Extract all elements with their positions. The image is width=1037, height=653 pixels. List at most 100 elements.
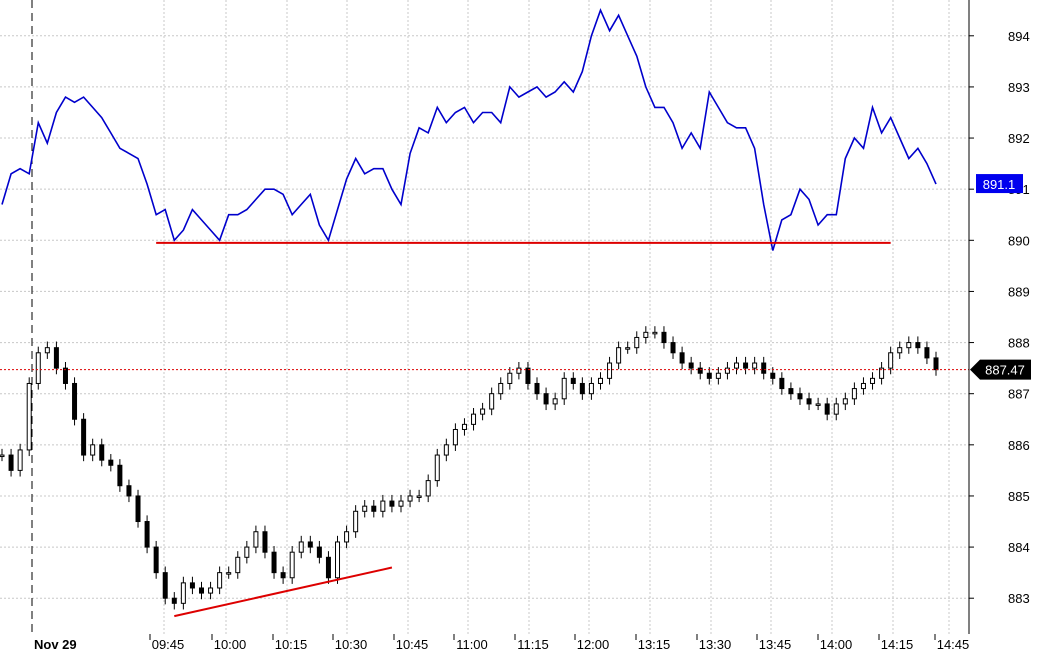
ohlc-bar: [298, 535, 304, 559]
ohlc-bar: [271, 546, 277, 579]
ohlc-bar: [788, 382, 794, 400]
ohlc-bar: [144, 515, 150, 554]
ohlc-bar: [625, 341, 631, 354]
y-tick-label: 883: [1008, 591, 1030, 606]
ohlc-bar: [489, 387, 495, 416]
y-tick-label: 889: [1008, 284, 1030, 299]
ohlc-bar: [280, 566, 286, 584]
x-tick-label: 11:15: [517, 637, 549, 652]
ohlc-bar: [289, 546, 295, 584]
ohlc-bar: [525, 361, 531, 390]
x-tick-label: 11:00: [456, 637, 488, 652]
annotations: [0, 241, 969, 618]
ohlc-bar: [198, 581, 204, 600]
ohlc-bar: [461, 418, 467, 436]
ohlc-bar: [416, 489, 422, 503]
ohlc-bar: [543, 387, 549, 411]
ohlc-bar: [108, 454, 114, 472]
ohlc-bar: [679, 346, 685, 370]
y-axis-ticks: 883884885886887888889890891892893894: [969, 29, 1030, 606]
ohlc-bar: [389, 494, 395, 513]
x-tick-label: 10:15: [275, 637, 308, 652]
line-last-value-label: 891.1: [976, 174, 1023, 194]
ohlc-bar: [570, 372, 576, 390]
ohlc-bar: [380, 494, 386, 518]
ohlc-bar: [162, 566, 168, 605]
x-tick-label: 13:30: [699, 637, 732, 652]
svg-text:891.1: 891.1: [983, 177, 1016, 192]
ohlc-bar: [797, 387, 803, 405]
ohlc-bar: [443, 438, 449, 462]
ohlc-bar: [480, 402, 486, 421]
ohlc-bar: [17, 443, 23, 477]
ohlc-bar: [688, 356, 694, 375]
ohlc-bar: [72, 377, 78, 426]
ohlc-bar: [117, 459, 123, 492]
ohlc-bar: [371, 500, 377, 518]
ohlc-bar: [226, 566, 232, 579]
ohlc-bar: [734, 356, 740, 375]
y-tick-label: 892: [1008, 131, 1030, 146]
ohlc-bar: [353, 505, 359, 538]
ohlc-bar: [761, 356, 767, 380]
ohlc-bar: [752, 356, 758, 375]
y-tick-label: 885: [1008, 489, 1030, 504]
ohlc-bar: [842, 392, 848, 411]
ohlc-bar: [398, 494, 404, 513]
x-tick-label: 12:00: [577, 637, 610, 652]
ohlc-bar: [815, 397, 821, 411]
x-tick-label: 14:45: [937, 637, 970, 652]
ohlc-bar: [661, 326, 667, 349]
grid-lines: [0, 0, 969, 634]
ohlc-bar: [253, 525, 259, 554]
ohlc-bar: [126, 479, 132, 503]
ohlc-bar: [335, 535, 341, 584]
ohlc-bar: [552, 392, 558, 411]
ohlc-bar: [870, 372, 876, 390]
last-value-labels: 891.1 887.47: [970, 174, 1031, 380]
ohlc-bar: [325, 551, 331, 584]
y-tick-label: 890: [1008, 233, 1030, 248]
ohlc-bar: [534, 377, 540, 400]
ohlc-bar: [833, 397, 839, 421]
ohlc-bar: [189, 576, 195, 595]
x-tick-label: 14:15: [881, 637, 914, 652]
x-tick-label: 13:15: [638, 637, 671, 652]
ohlc-bar: [498, 377, 504, 400]
ohlc-bar: [344, 525, 350, 549]
ohlc-bar: [153, 540, 159, 579]
ohlc-bar: [561, 372, 567, 405]
ohlc-bar: [208, 581, 214, 600]
ohlc-bar: [90, 438, 96, 462]
ohlc-bar: [407, 489, 413, 508]
ohlc-bar: [452, 423, 458, 451]
ohlc-bar: [579, 377, 585, 400]
ohlc-bar: [743, 356, 749, 375]
ohlc-bar: [35, 346, 41, 390]
ohlc-bar: [516, 361, 522, 380]
ohlc-bar: [697, 361, 703, 380]
ohlc-bar: [924, 341, 930, 365]
blue-line-series: [1, 8, 937, 251]
ohlc-bar: [643, 326, 649, 344]
x-axis-ticks: Nov 29 09:45 10:00 10:15 10:30 10:45 11:00 11:1…: [34, 634, 969, 652]
x-tick-label: 09:45: [152, 637, 185, 652]
ohlc-bar: [860, 377, 866, 395]
ohlc-bar: [244, 540, 250, 564]
x-date-label: Nov 29: [34, 637, 77, 652]
ohlc-bar: [81, 413, 87, 462]
x-tick-label: 10:30: [335, 637, 368, 652]
y-tick-label: 893: [1008, 80, 1030, 95]
ohlc-bar: [26, 377, 32, 457]
x-tick-label: 14:00: [820, 637, 853, 652]
ohlc-bar: [44, 341, 50, 359]
y-tick-label: 887: [1008, 387, 1030, 402]
ohlc-bar: [434, 448, 440, 487]
ohlc-bar: [8, 448, 14, 477]
ohlc-bar: [171, 592, 177, 610]
ohlc-bar: [824, 397, 830, 421]
ohlc-bar: [616, 341, 622, 370]
ohlc-bar: [851, 382, 857, 405]
ohlc-bar: [180, 576, 186, 610]
